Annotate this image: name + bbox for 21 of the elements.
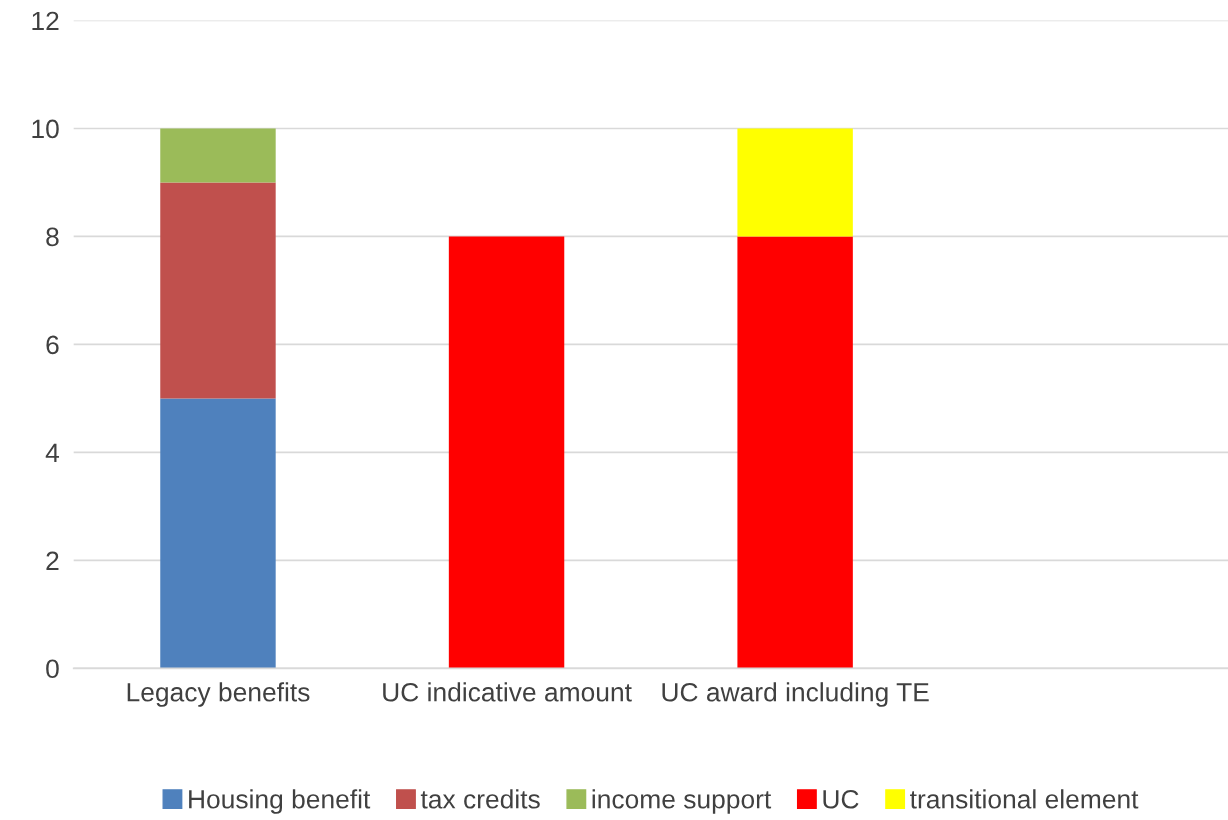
bar: [160, 398, 276, 669]
x-tick-label: Legacy benefits: [127, 682, 310, 707]
x-tick-label: UC indicative amount: [383, 682, 632, 702]
bar: [160, 182, 276, 399]
y-tick-label: 2: [46, 551, 59, 570]
bar: [160, 128, 276, 183]
x-tick-label: UC award including TE: [662, 682, 929, 707]
y-tick-label: 4: [45, 443, 60, 462]
legend-label: Housing benefit: [189, 789, 371, 814]
legend-label: income support: [592, 789, 772, 814]
legend-label: tax credits: [420, 789, 540, 809]
legend-label: transitional element: [910, 789, 1139, 809]
y-tick-label: 6: [46, 335, 59, 355]
y-tick-label: 10: [32, 119, 59, 139]
y-tick-label: 8: [46, 227, 59, 247]
bar: [737, 128, 853, 237]
y-tick-label: 12: [32, 11, 59, 31]
y-tick-label: 0: [46, 659, 59, 679]
bar: [448, 236, 565, 669]
bar: [737, 236, 853, 669]
legend-label: UC: [823, 789, 859, 809]
